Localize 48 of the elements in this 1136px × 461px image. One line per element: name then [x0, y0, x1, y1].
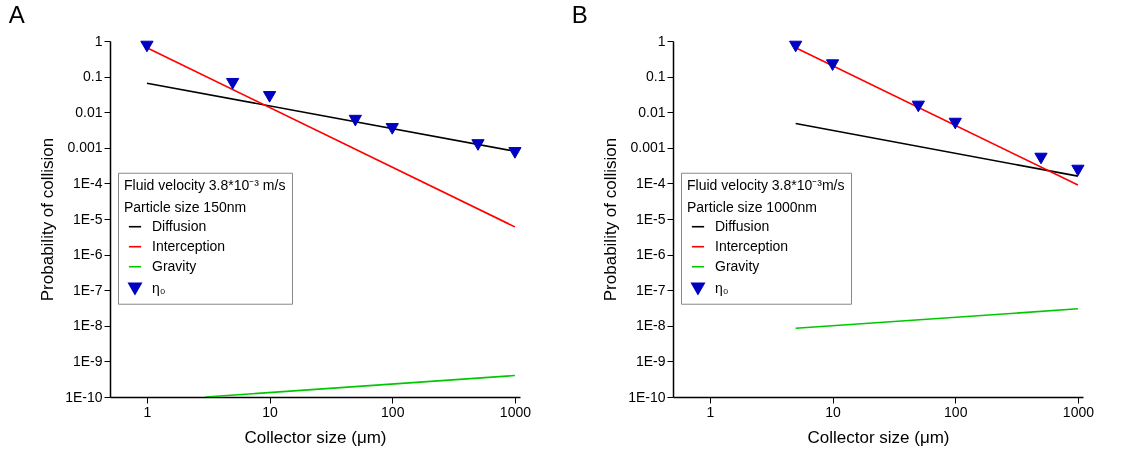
chart-title: A: [8, 1, 25, 28]
y-tick-label: 0.01: [75, 103, 103, 120]
y-tick-label: 1E-9: [72, 352, 103, 369]
legend-label: η₀: [715, 279, 729, 296]
x-tick-label: 10: [825, 403, 842, 420]
legend-label: Gravity: [152, 257, 197, 274]
x-tick-label: 1: [143, 403, 152, 420]
y-tick-label: 1E-4: [72, 174, 103, 191]
y-tick-label: 0.001: [630, 139, 666, 156]
y-tick-label: 0.1: [83, 68, 103, 85]
legend-label: Diffusion: [715, 217, 770, 234]
y-axis-title: Probability of collision: [601, 137, 621, 302]
y-tick-label: 1: [657, 32, 666, 49]
legend-label: Interception: [152, 237, 226, 254]
y-tick-label: 1E-7: [635, 281, 666, 298]
x-tick-label: 1: [706, 403, 715, 420]
y-tick-label: 0.1: [646, 68, 666, 85]
x-tick-label: 1000: [499, 403, 532, 420]
annotation: Particle size 1000nm: [687, 198, 817, 215]
chart-title: B: [571, 1, 588, 28]
annotation: Particle size 150nm: [124, 198, 247, 215]
legend-label: η₀: [152, 279, 166, 296]
y-tick-label: 1E-6: [635, 246, 666, 263]
y-tick-label: 1E-5: [635, 210, 666, 227]
x-axis-title: Collector size (μm): [807, 427, 950, 447]
annotation: Fluid velocity 3.8*10⁻³ m/s: [124, 176, 286, 193]
legend-label: Diffusion: [152, 217, 207, 234]
y-tick-label: 1E-9: [635, 352, 666, 369]
y-tick-label: 1E-8: [635, 317, 666, 334]
x-tick-label: 1000: [1062, 403, 1095, 420]
y-tick-label: 1E-8: [72, 317, 103, 334]
legend-label: Interception: [715, 237, 789, 254]
legend-label: Gravity: [715, 257, 760, 274]
annotation: Fluid velocity 3.8*10⁻³m/s: [687, 176, 845, 193]
y-axis-title: Probability of collision: [38, 137, 58, 302]
y-tick-label: 1E-10: [628, 388, 666, 405]
y-tick-label: 1: [94, 32, 103, 49]
x-tick-label: 100: [944, 403, 968, 420]
y-tick-label: 1E-6: [72, 246, 103, 263]
x-tick-label: 100: [381, 403, 405, 420]
y-tick-label: 1E-10: [65, 388, 103, 405]
x-tick-label: 10: [262, 403, 279, 420]
y-tick-label: 1E-7: [72, 281, 103, 298]
x-axis-title: Collector size (μm): [244, 427, 387, 447]
y-tick-label: 1E-5: [72, 210, 103, 227]
y-tick-label: 0.01: [638, 103, 666, 120]
y-tick-label: 1E-4: [635, 174, 666, 191]
y-tick-label: 0.001: [67, 139, 103, 156]
